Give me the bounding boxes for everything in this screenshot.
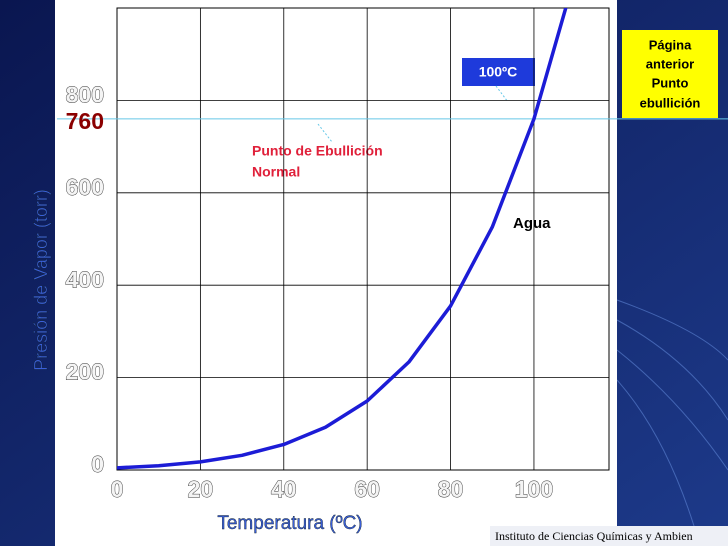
nav-button-text[interactable]: Página xyxy=(649,37,692,52)
y-tick-label: 400 xyxy=(66,266,104,292)
nav-button-text[interactable]: anterior xyxy=(646,56,694,71)
x-axis-title: Temperatura (ºC) xyxy=(217,513,362,534)
x-tick-label: 20 xyxy=(188,476,214,502)
series-label: Agua xyxy=(513,215,551,232)
x-tick-label: 80 xyxy=(438,476,464,502)
y-tick-label: 800 xyxy=(66,81,104,107)
panel xyxy=(55,0,617,546)
y-tick-label: 200 xyxy=(66,359,104,385)
leader-line xyxy=(495,85,509,103)
decoration xyxy=(616,299,728,546)
nav-button-text[interactable]: Punto xyxy=(652,75,689,90)
y-tick-label: 600 xyxy=(66,174,104,200)
nav-button[interactable] xyxy=(622,30,718,118)
y-axis-title: Presión de Vapor (torr) xyxy=(31,189,51,371)
point-label-box xyxy=(462,58,535,86)
x-tick-label: 100 xyxy=(515,476,553,502)
annotation: Punto de Ebullición xyxy=(252,143,383,159)
annotation: Normal xyxy=(252,164,300,180)
footer: Instituto de Ciencias Químicas y Ambien xyxy=(495,529,693,543)
y-tick-label: 0 xyxy=(91,451,104,477)
footer-bg xyxy=(490,526,728,546)
reference-label: 760 xyxy=(66,108,104,134)
point-label: 100ºC xyxy=(479,64,518,80)
x-tick-label: 60 xyxy=(354,476,380,502)
x-tick-label: 40 xyxy=(271,476,297,502)
nav-button-text[interactable]: ebullición xyxy=(640,95,701,110)
series-line xyxy=(117,8,568,470)
x-tick-label: 0 xyxy=(111,476,124,502)
